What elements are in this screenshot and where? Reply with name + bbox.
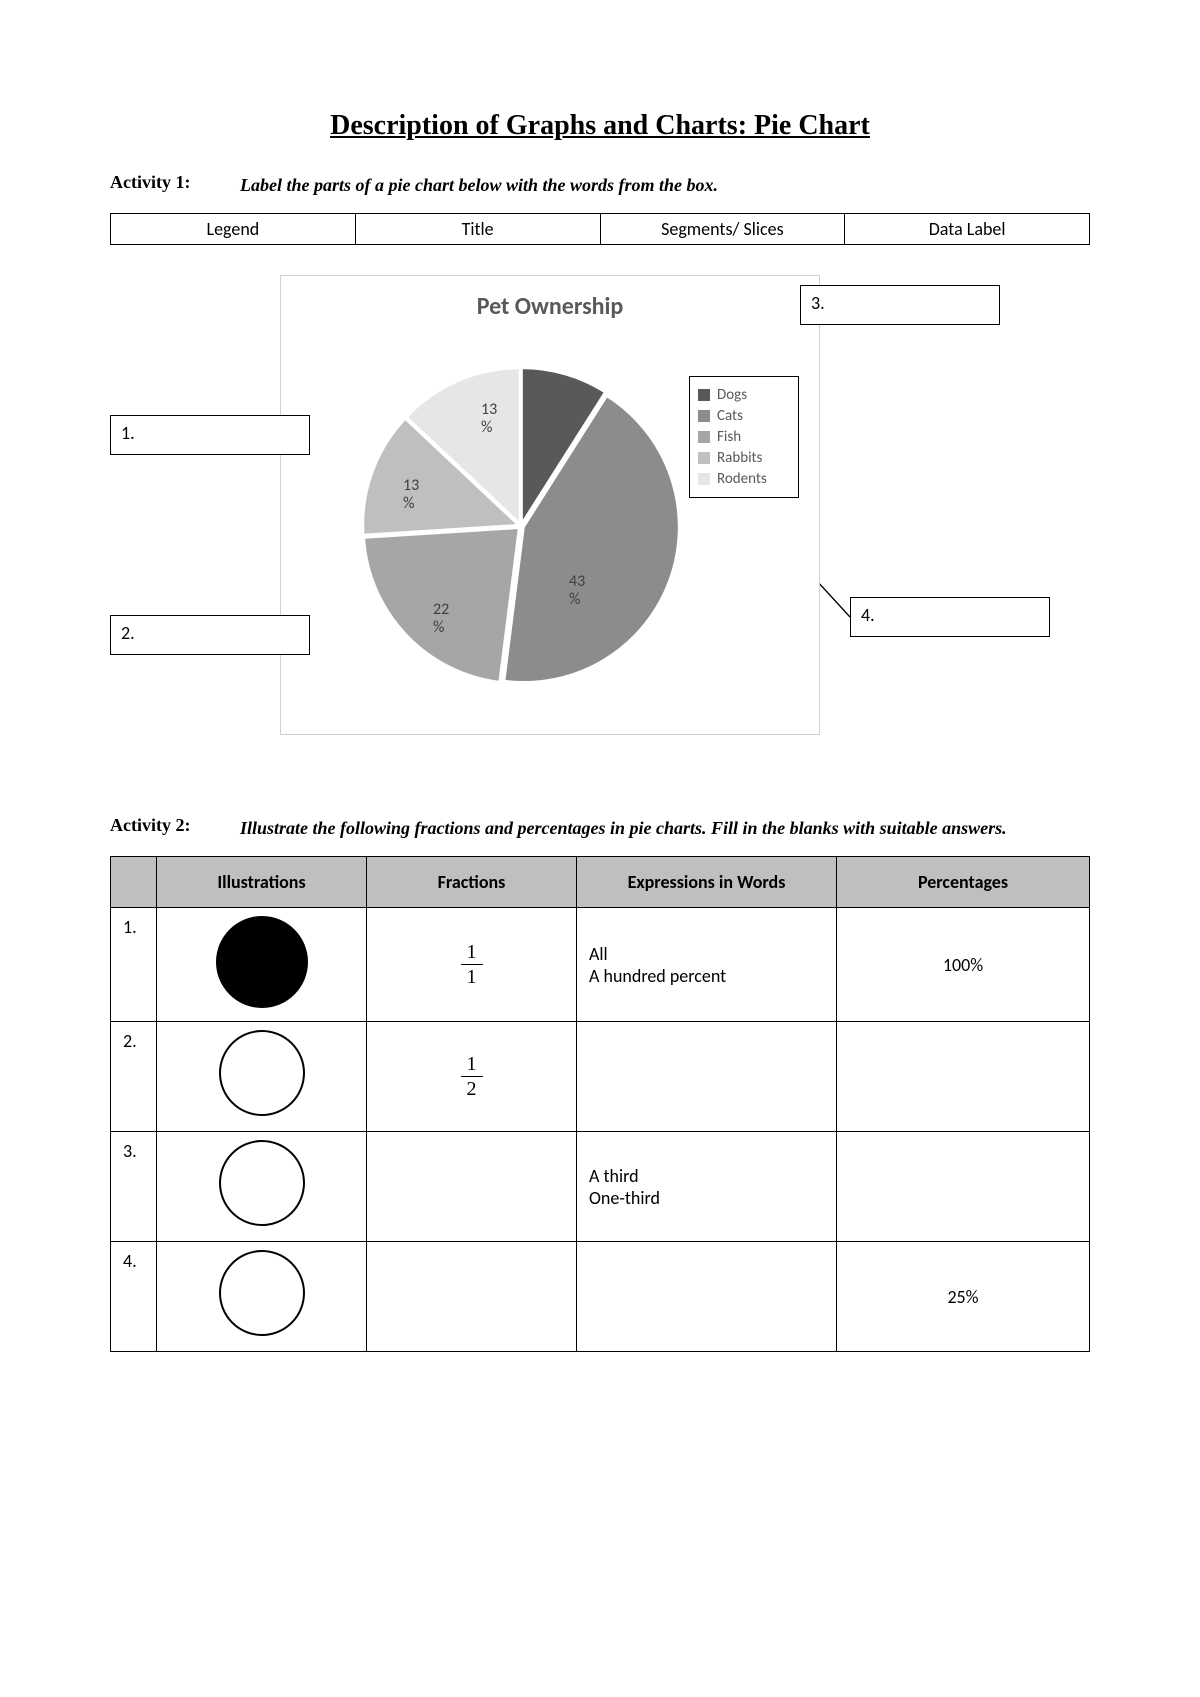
page-title: Description of Graphs and Charts: Pie Ch… bbox=[110, 110, 1090, 142]
illustration-cell bbox=[157, 908, 367, 1022]
table-header: Illustrations bbox=[157, 857, 367, 908]
empty-circle-icon bbox=[219, 1250, 305, 1336]
legend-label: Rabbits bbox=[717, 449, 762, 467]
filled-circle-icon bbox=[216, 916, 308, 1008]
legend-item: Rodents bbox=[698, 470, 790, 488]
legend-label: Cats bbox=[717, 407, 743, 425]
data-label: % bbox=[569, 590, 580, 609]
row-number: 2. bbox=[111, 1022, 157, 1132]
legend-swatch bbox=[698, 389, 710, 401]
answer-box-3[interactable]: 3. bbox=[800, 285, 1000, 325]
fraction: 12 bbox=[461, 1054, 483, 1099]
chart-title: Pet Ownership bbox=[281, 292, 819, 321]
table-row: 1. 11 AllA hundred percent100% bbox=[111, 908, 1090, 1022]
word-box-item: Data Label bbox=[845, 214, 1089, 244]
data-label: 9% bbox=[539, 394, 559, 413]
activity2-instruction: Illustrate the following fractions and p… bbox=[240, 815, 1007, 842]
table-row: 4. 25% bbox=[111, 1242, 1090, 1352]
legend-swatch bbox=[698, 473, 710, 485]
legend-swatch bbox=[698, 431, 710, 443]
row-number: 1. bbox=[111, 908, 157, 1022]
words-cell bbox=[577, 1022, 837, 1132]
row-number: 4. bbox=[111, 1242, 157, 1352]
table-row: 2.12 bbox=[111, 1022, 1090, 1132]
worksheet-page: Description of Graphs and Charts: Pie Ch… bbox=[0, 0, 1200, 1697]
table-header: Expressions in Words bbox=[577, 857, 837, 908]
answer-box-label: 3. bbox=[811, 292, 825, 314]
legend-label: Rodents bbox=[717, 470, 767, 488]
table-row: 3. A thirdOne-third bbox=[111, 1132, 1090, 1242]
answer-box-label: 2. bbox=[121, 622, 135, 644]
legend-item: Rabbits bbox=[698, 449, 790, 467]
illustration-cell bbox=[157, 1022, 367, 1132]
data-label: 13 bbox=[403, 476, 419, 495]
data-label: % bbox=[403, 494, 414, 513]
legend-swatch bbox=[698, 410, 710, 422]
legend-label: Fish bbox=[717, 428, 741, 446]
words-cell bbox=[577, 1242, 837, 1352]
percentage-cell: 100% bbox=[837, 908, 1090, 1022]
legend-item: Fish bbox=[698, 428, 790, 446]
row-number: 3. bbox=[111, 1132, 157, 1242]
word-box-item: Legend bbox=[111, 214, 356, 244]
answer-box-label: 1. bbox=[121, 422, 135, 444]
empty-circle-icon bbox=[219, 1140, 305, 1226]
words-cell: AllA hundred percent bbox=[577, 908, 837, 1022]
table-header-row: Illustrations Fractions Expressions in W… bbox=[111, 857, 1090, 908]
data-label: 43 bbox=[569, 572, 585, 591]
illustration-cell bbox=[157, 1242, 367, 1352]
answer-box-label: 4. bbox=[861, 604, 875, 626]
fraction-cell: 12 bbox=[367, 1022, 577, 1132]
chart-frame: Pet Ownership 9%43%22%13%13% DogsCatsFis… bbox=[280, 275, 820, 735]
chart-legend: Dogs Cats Fish Rabbits Rodents bbox=[689, 376, 799, 498]
legend-label: Dogs bbox=[717, 386, 747, 404]
illustration-cell bbox=[157, 1132, 367, 1242]
fractions-table: Illustrations Fractions Expressions in W… bbox=[110, 856, 1090, 1352]
legend-item: Cats bbox=[698, 407, 790, 425]
percentage-cell bbox=[837, 1022, 1090, 1132]
percentage-cell bbox=[837, 1132, 1090, 1242]
answer-box-4[interactable]: 4. bbox=[850, 597, 1050, 637]
activity1-figure: Pet Ownership 9%43%22%13%13% DogsCatsFis… bbox=[110, 275, 1090, 775]
word-box: Legend Title Segments/ Slices Data Label bbox=[110, 213, 1090, 245]
data-label: % bbox=[481, 418, 492, 437]
answer-box-2[interactable]: 2. bbox=[110, 615, 310, 655]
table-header: Fractions bbox=[367, 857, 577, 908]
data-label: 13 bbox=[481, 400, 497, 419]
activity1-label: Activity 1: bbox=[110, 172, 240, 193]
empty-circle-icon bbox=[219, 1030, 305, 1116]
pie-chart: 9%43%22%13%13% bbox=[361, 366, 681, 686]
fraction-cell: 11 bbox=[367, 908, 577, 1022]
table-header bbox=[111, 857, 157, 908]
word-box-item: Title bbox=[356, 214, 601, 244]
data-label: 22 bbox=[433, 600, 449, 619]
table-header: Percentages bbox=[837, 857, 1090, 908]
activity2-label: Activity 2: bbox=[110, 815, 240, 836]
activity1-instruction: Label the parts of a pie chart below wit… bbox=[240, 172, 718, 199]
fraction: 11 bbox=[461, 942, 483, 987]
legend-item: Dogs bbox=[698, 386, 790, 404]
percentage-cell: 25% bbox=[837, 1242, 1090, 1352]
fraction-cell bbox=[367, 1132, 577, 1242]
data-label: % bbox=[433, 618, 444, 637]
word-box-item: Segments/ Slices bbox=[601, 214, 846, 244]
legend-swatch bbox=[698, 452, 710, 464]
words-cell: A thirdOne-third bbox=[577, 1132, 837, 1242]
fraction-cell bbox=[367, 1242, 577, 1352]
activity1-header: Activity 1: Label the parts of a pie cha… bbox=[110, 172, 1090, 199]
activity2-header: Activity 2: Illustrate the following fra… bbox=[110, 815, 1090, 842]
answer-box-1[interactable]: 1. bbox=[110, 415, 310, 455]
